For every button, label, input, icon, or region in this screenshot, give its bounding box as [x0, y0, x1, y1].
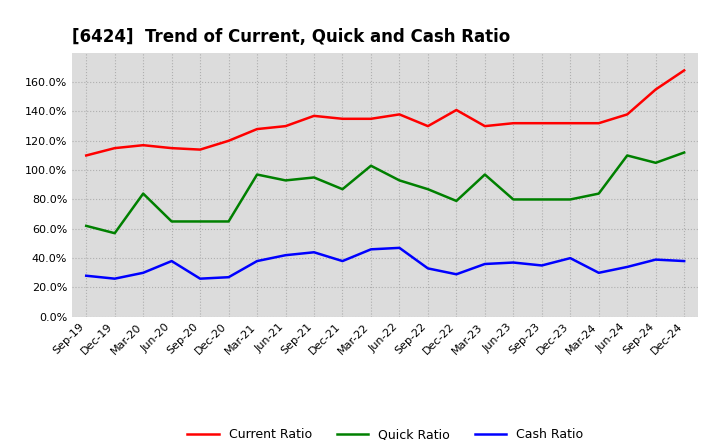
Quick Ratio — [139, 191, 148, 196]
Current Ratio — [139, 143, 148, 148]
Quick Ratio — [282, 178, 290, 183]
Line: Quick Ratio: Quick Ratio — [86, 153, 684, 233]
Quick Ratio — [225, 219, 233, 224]
Current Ratio — [366, 116, 375, 121]
Current Ratio — [452, 107, 461, 113]
Legend: Current Ratio, Quick Ratio, Cash Ratio: Current Ratio, Quick Ratio, Cash Ratio — [182, 423, 588, 440]
Current Ratio — [423, 124, 432, 129]
Current Ratio — [595, 121, 603, 126]
Cash Ratio — [82, 273, 91, 279]
Current Ratio — [167, 146, 176, 151]
Current Ratio — [82, 153, 91, 158]
Current Ratio — [480, 124, 489, 129]
Current Ratio — [196, 147, 204, 152]
Quick Ratio — [480, 172, 489, 177]
Cash Ratio — [196, 276, 204, 281]
Quick Ratio — [110, 231, 119, 236]
Current Ratio — [537, 121, 546, 126]
Current Ratio — [623, 112, 631, 117]
Cash Ratio — [452, 271, 461, 277]
Current Ratio — [680, 68, 688, 73]
Cash Ratio — [338, 258, 347, 264]
Cash Ratio — [139, 270, 148, 275]
Current Ratio — [253, 126, 261, 132]
Cash Ratio — [282, 253, 290, 258]
Cash Ratio — [366, 247, 375, 252]
Quick Ratio — [423, 187, 432, 192]
Current Ratio — [509, 121, 518, 126]
Current Ratio — [652, 87, 660, 92]
Text: [6424]  Trend of Current, Quick and Cash Ratio: [6424] Trend of Current, Quick and Cash … — [72, 28, 510, 46]
Quick Ratio — [310, 175, 318, 180]
Quick Ratio — [537, 197, 546, 202]
Cash Ratio — [623, 264, 631, 270]
Current Ratio — [395, 112, 404, 117]
Quick Ratio — [652, 160, 660, 165]
Quick Ratio — [253, 172, 261, 177]
Current Ratio — [110, 146, 119, 151]
Quick Ratio — [623, 153, 631, 158]
Quick Ratio — [680, 150, 688, 155]
Cash Ratio — [509, 260, 518, 265]
Cash Ratio — [167, 258, 176, 264]
Line: Cash Ratio: Cash Ratio — [86, 248, 684, 279]
Cash Ratio — [110, 276, 119, 281]
Cash Ratio — [480, 261, 489, 267]
Cash Ratio — [537, 263, 546, 268]
Quick Ratio — [395, 178, 404, 183]
Cash Ratio — [680, 258, 688, 264]
Current Ratio — [310, 113, 318, 118]
Cash Ratio — [566, 256, 575, 261]
Quick Ratio — [338, 187, 347, 192]
Line: Current Ratio: Current Ratio — [86, 70, 684, 155]
Current Ratio — [282, 124, 290, 129]
Quick Ratio — [509, 197, 518, 202]
Cash Ratio — [395, 245, 404, 250]
Cash Ratio — [310, 249, 318, 255]
Quick Ratio — [366, 163, 375, 169]
Quick Ratio — [167, 219, 176, 224]
Cash Ratio — [595, 270, 603, 275]
Quick Ratio — [566, 197, 575, 202]
Cash Ratio — [253, 258, 261, 264]
Quick Ratio — [452, 198, 461, 204]
Cash Ratio — [225, 275, 233, 280]
Quick Ratio — [196, 219, 204, 224]
Quick Ratio — [595, 191, 603, 196]
Current Ratio — [225, 138, 233, 143]
Cash Ratio — [423, 266, 432, 271]
Current Ratio — [338, 116, 347, 121]
Quick Ratio — [82, 223, 91, 228]
Cash Ratio — [652, 257, 660, 262]
Current Ratio — [566, 121, 575, 126]
